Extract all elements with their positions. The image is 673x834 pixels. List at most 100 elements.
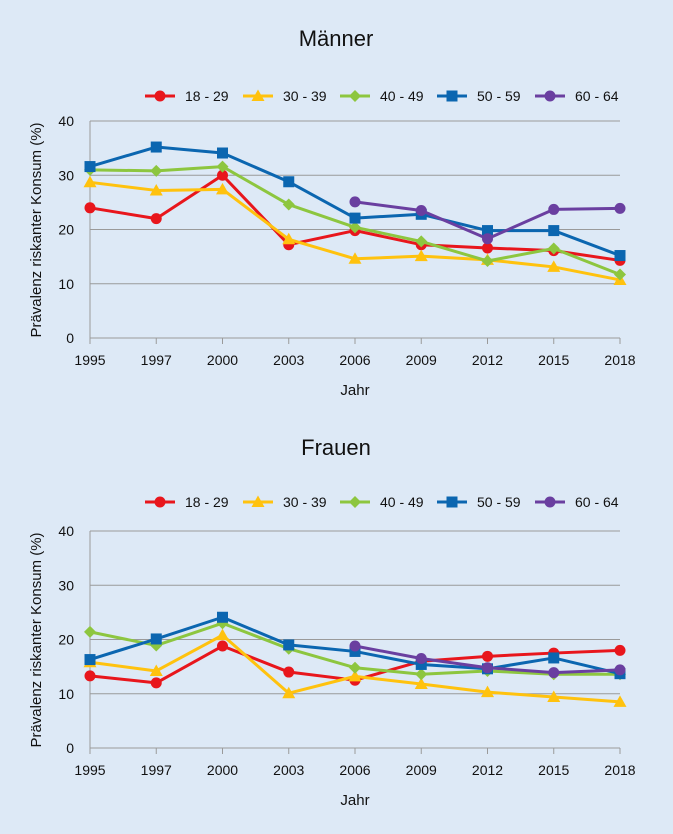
data-point <box>614 644 626 656</box>
data-point <box>415 205 427 217</box>
x-tick-label: 2003 <box>273 352 304 368</box>
data-point <box>216 160 229 173</box>
x-tick-label: 1995 <box>74 352 105 368</box>
x-tick-label: 2015 <box>538 352 569 368</box>
legend-item: 30 - 39 <box>243 494 327 510</box>
data-point <box>149 664 163 676</box>
y-tick-label: 20 <box>58 222 74 238</box>
data-point <box>548 652 560 664</box>
y-axis-title: Prävalenz riskanter Konsum (%) <box>28 122 45 337</box>
x-tick-label: 2009 <box>406 352 437 368</box>
series-50-59 <box>84 141 626 262</box>
data-point <box>84 202 96 214</box>
data-point <box>217 611 228 623</box>
data-point <box>482 662 493 674</box>
data-point <box>84 625 96 638</box>
data-point <box>283 666 295 678</box>
data-point <box>482 650 493 662</box>
data-point <box>217 640 228 652</box>
data-point <box>150 633 162 645</box>
data-point <box>83 175 97 188</box>
legend-item: 18 - 29 <box>145 88 229 104</box>
series-30-39 <box>83 628 627 707</box>
data-point <box>349 661 361 674</box>
x-tick-label: 1995 <box>74 762 105 778</box>
y-tick-label: 10 <box>58 276 74 292</box>
data-point <box>415 235 428 248</box>
data-point <box>149 183 163 196</box>
data-point <box>547 260 561 272</box>
data-point <box>84 670 96 682</box>
legend-label: 40 - 49 <box>380 88 424 104</box>
data-point <box>84 654 96 666</box>
data-point <box>283 176 295 188</box>
data-point <box>282 198 295 211</box>
series-40-49 <box>84 160 626 281</box>
data-point <box>349 212 361 224</box>
y-tick-label: 40 <box>58 523 74 539</box>
x-axis-title: Jahr <box>340 792 369 809</box>
data-point <box>548 203 560 215</box>
legend-marker <box>154 90 166 102</box>
data-point <box>547 242 560 255</box>
chart-maenner: Männer 18 - 29 30 - 39 40 - 49 50 - 59 60 - 6… <box>28 26 636 399</box>
x-tick-label: 2000 <box>207 762 238 778</box>
x-tick-label: 2003 <box>273 762 304 778</box>
y-tick-label: 10 <box>58 686 74 702</box>
data-point <box>349 221 361 234</box>
data-point <box>415 658 427 670</box>
legend-item: 40 - 49 <box>340 88 424 104</box>
x-tick-label: 1997 <box>141 352 172 368</box>
y-axis-title: Prävalenz riskanter Konsum (%) <box>28 532 45 747</box>
x-tick-label: 2015 <box>538 762 569 778</box>
legend-marker <box>251 89 265 101</box>
y-tick-label: 20 <box>58 632 74 648</box>
legend-label: 60 - 64 <box>575 88 619 104</box>
y-tick-label: 40 <box>58 113 74 129</box>
data-point <box>217 169 228 181</box>
x-tick-label: 2012 <box>472 352 503 368</box>
legend-marker <box>154 496 166 508</box>
legend-marker <box>349 496 361 508</box>
y-tick-label: 30 <box>58 167 74 183</box>
data-point <box>349 640 361 652</box>
data-point <box>150 141 162 153</box>
y-tick-label: 0 <box>66 330 74 346</box>
chart-title: Frauen <box>301 435 371 460</box>
legend-label: 60 - 64 <box>575 494 619 510</box>
data-point <box>349 196 361 208</box>
data-point <box>482 242 493 254</box>
legend-label: 18 - 29 <box>185 88 229 104</box>
legend-marker <box>251 495 265 507</box>
legend-item: 18 - 29 <box>145 494 229 510</box>
legend-item: 50 - 59 <box>437 494 521 510</box>
data-point <box>548 667 560 679</box>
data-point <box>282 686 296 699</box>
data-point <box>481 254 494 267</box>
x-tick-label: 2018 <box>604 762 635 778</box>
data-point <box>481 685 494 698</box>
data-point <box>216 628 229 641</box>
data-point <box>547 690 561 703</box>
legend-marker <box>446 90 458 102</box>
data-point <box>217 147 228 159</box>
data-point <box>283 639 295 651</box>
legend-label: 40 - 49 <box>380 494 424 510</box>
legend-marker <box>544 90 556 102</box>
x-tick-label: 2006 <box>339 762 370 778</box>
data-point <box>482 233 493 245</box>
legend-item: 40 - 49 <box>340 494 424 510</box>
legend-item: 30 - 39 <box>243 88 327 104</box>
data-point <box>150 164 163 177</box>
data-point <box>415 668 428 681</box>
x-tick-label: 2012 <box>472 762 503 778</box>
data-point <box>150 677 162 689</box>
legend-label: 50 - 59 <box>477 494 521 510</box>
legend-item: 50 - 59 <box>437 88 521 104</box>
legend-marker <box>349 90 361 102</box>
data-point <box>614 250 626 262</box>
data-point <box>614 202 626 214</box>
data-point <box>414 677 428 689</box>
chart-frauen: Frauen 18 - 29 30 - 39 40 - 49 50 - 59 60 - 6… <box>28 435 636 809</box>
